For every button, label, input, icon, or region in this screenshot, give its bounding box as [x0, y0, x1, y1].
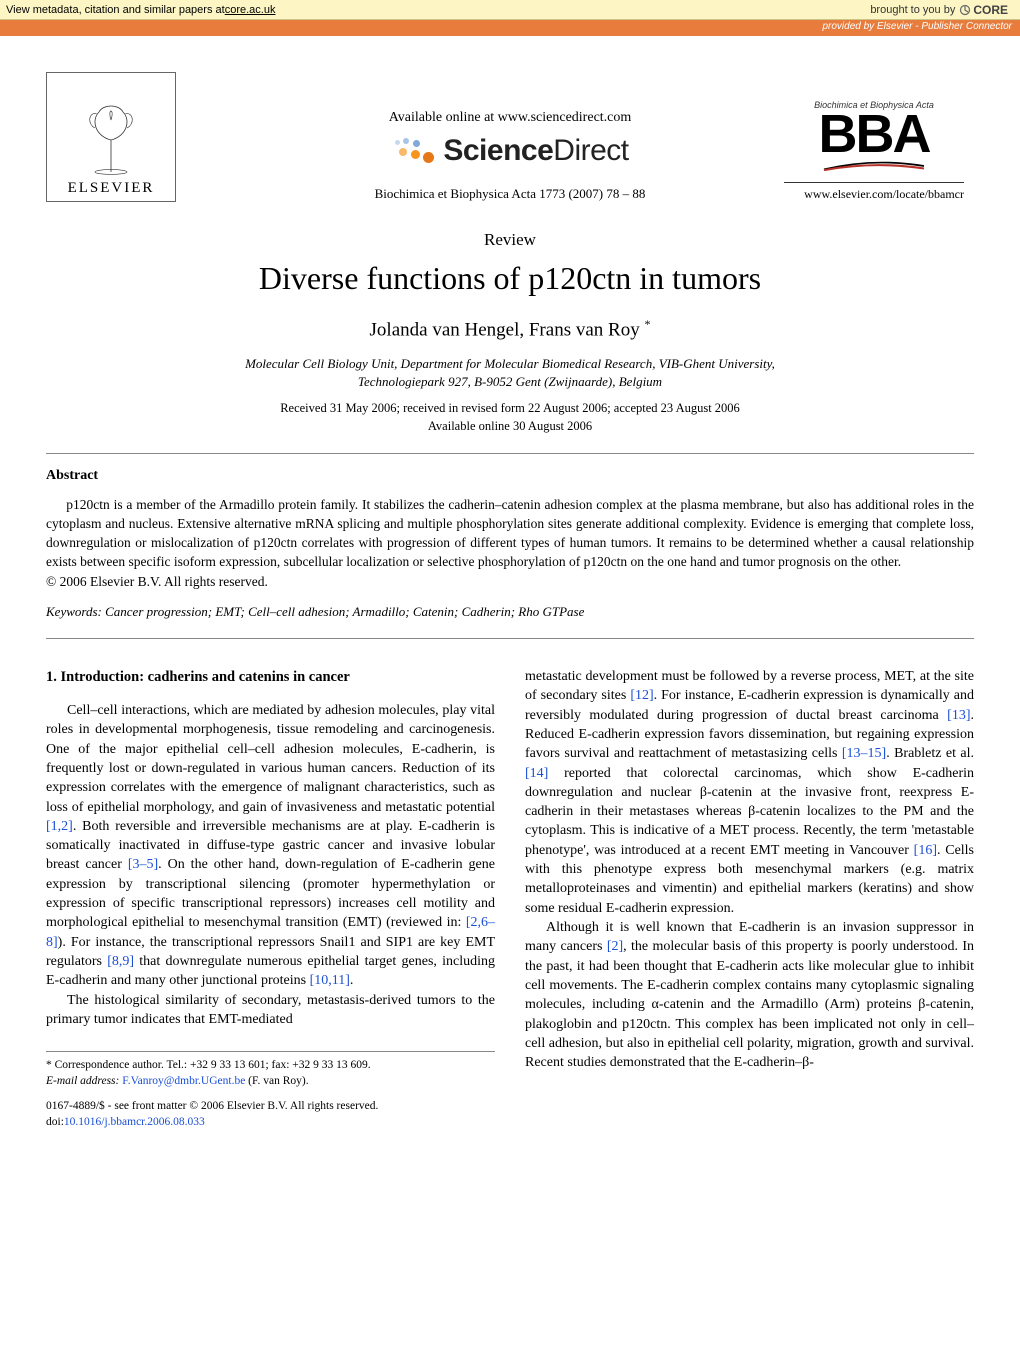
author-names: Jolanda van Hengel, Frans van Roy — [370, 319, 645, 340]
core-link[interactable]: core.ac.uk — [225, 4, 276, 16]
rule — [46, 638, 974, 639]
kw-body: Cancer progression; EMT; Cell–cell adhes… — [102, 604, 585, 619]
paragraph: Cell–cell interactions, which are mediat… — [46, 701, 495, 991]
available-online: Available online at www.sciencedirect.co… — [236, 110, 784, 126]
doi-link[interactable]: 10.1016/j.bbamcr.2006.08.033 — [64, 1116, 205, 1128]
kw-label: Keywords: — [46, 604, 102, 619]
journal-citation: Biochimica et Biophysica Acta 1773 (2007… — [236, 186, 784, 202]
sd-dots-icon — [391, 138, 437, 164]
article-type: Review — [46, 230, 974, 250]
ref-link[interactable]: [16] — [914, 843, 937, 858]
copyright: © 2006 Elsevier B.V. All rights reserved… — [46, 574, 974, 590]
bba-big: BBA — [784, 112, 964, 158]
abstract-body: p120ctn is a member of the Armadillo pro… — [46, 496, 974, 572]
sciencedirect-logo: ScienceDirect — [391, 134, 628, 168]
keywords: Keywords: Cancer progression; EMT; Cell–… — [46, 604, 974, 620]
left-column: 1. Introduction: cadherins and catenins … — [46, 667, 495, 1130]
ref-link[interactable]: [1,2] — [46, 819, 73, 834]
elsevier-logo: ELSEVIER — [46, 72, 176, 202]
article-title: Diverse functions of p120ctn in tumors — [46, 260, 974, 297]
sd-direct: Direct — [553, 134, 628, 167]
corr-author: * Correspondence author. Tel.: +32 9 33 … — [46, 1058, 495, 1074]
header-row: ELSEVIER Available online at www.science… — [46, 72, 974, 202]
footnotes: * Correspondence author. Tel.: +32 9 33 … — [46, 1051, 495, 1130]
ref-link[interactable]: [14] — [525, 766, 548, 781]
article-dates: Received 31 May 2006; received in revise… — [46, 400, 974, 435]
authors: Jolanda van Hengel, Frans van Roy * — [46, 317, 974, 341]
bba-swoosh-icon — [814, 161, 934, 171]
bba-logo: Biochimica et Biophysica Acta BBA www.el… — [784, 100, 964, 202]
provided-text: provided by Elsevier - Publisher Connect… — [822, 21, 1012, 32]
body-columns: 1. Introduction: cadherins and catenins … — [46, 667, 974, 1130]
affiliation: Molecular Cell Biology Unit, Department … — [46, 355, 974, 390]
sd-science: Science — [443, 134, 553, 167]
brought-label: brought to you by — [870, 4, 955, 16]
core-text: CORE — [973, 3, 1008, 17]
elsevier-text: ELSEVIER — [68, 180, 155, 197]
core-icon — [959, 4, 971, 16]
core-badge[interactable]: CORE — [959, 3, 1008, 17]
ref-link[interactable]: [13] — [947, 708, 970, 723]
paragraph: The histological similarity of secondary… — [46, 991, 495, 1030]
email-label: E-mail address: — [46, 1075, 119, 1087]
corr-star: * — [644, 317, 650, 331]
ref-link[interactable]: [3–5] — [128, 857, 158, 872]
section-heading: 1. Introduction: cadherins and catenins … — [46, 667, 495, 687]
paragraph: Although it is well known that E-cadheri… — [525, 918, 974, 1073]
ref-link[interactable]: [10,11] — [310, 973, 350, 988]
locator-url: www.elsevier.com/locate/bbamcr — [784, 187, 964, 202]
right-column: metastatic development must be followed … — [525, 667, 974, 1130]
doi-label: doi: — [46, 1116, 64, 1128]
provided-bar: provided by Elsevier - Publisher Connect… — [0, 20, 1020, 36]
issn-line: 0167-4889/$ - see front matter © 2006 El… — [46, 1099, 495, 1115]
email-tail: (F. van Roy). — [245, 1075, 308, 1087]
paragraph: metastatic development must be followed … — [525, 667, 974, 918]
ref-link[interactable]: [13–15] — [842, 746, 886, 761]
ref-link[interactable]: [8,9] — [107, 954, 134, 969]
abstract-heading: Abstract — [46, 468, 974, 484]
tree-icon — [71, 96, 151, 176]
ref-link[interactable]: [2] — [607, 939, 623, 954]
topbar-prefix: View metadata, citation and similar pape… — [6, 4, 225, 16]
rule — [46, 453, 974, 454]
ref-link[interactable]: [12] — [630, 688, 653, 703]
email-link[interactable]: F.Vanroy@dmbr.UGent.be — [119, 1075, 245, 1087]
core-topbar: View metadata, citation and similar pape… — [0, 0, 1020, 20]
